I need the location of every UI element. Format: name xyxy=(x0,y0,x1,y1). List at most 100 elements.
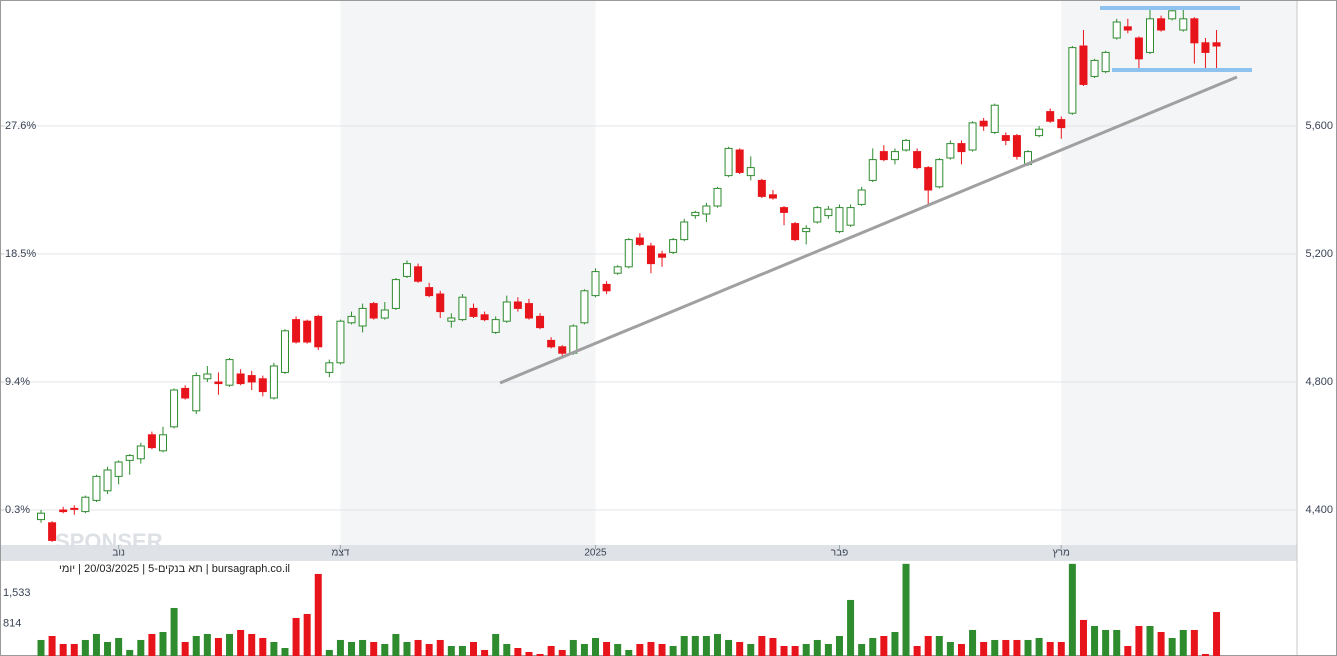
volume-bar xyxy=(835,636,843,656)
candle-body xyxy=(1101,51,1110,73)
candle-body xyxy=(868,159,877,181)
candle-body xyxy=(1090,59,1099,77)
candle-body xyxy=(735,149,744,173)
candle-body xyxy=(1212,42,1221,47)
candle-body xyxy=(1190,18,1199,44)
candle-body xyxy=(613,266,622,274)
volume-bar xyxy=(713,633,721,656)
info-line: bursagraph.co.il | תא בנקים-5 | 20/03/20… xyxy=(59,563,290,575)
volume-bar xyxy=(824,643,832,656)
candle-body xyxy=(436,293,445,313)
candle-body xyxy=(314,315,323,348)
candle-body xyxy=(780,207,789,213)
candle-body xyxy=(1046,111,1055,122)
volume-bar xyxy=(447,646,455,656)
candle-body xyxy=(37,512,45,521)
candle-body xyxy=(425,287,434,297)
volume-bar xyxy=(758,636,766,656)
volume-bar xyxy=(558,649,566,656)
volume-bar xyxy=(580,643,588,656)
volume-bar xyxy=(1179,629,1187,656)
volume-bar xyxy=(957,643,965,656)
candle-body xyxy=(791,223,800,241)
x-tick-label: נוב xyxy=(112,548,125,559)
volume-bar xyxy=(725,639,733,656)
candle-body xyxy=(458,296,467,321)
candle-body xyxy=(502,301,511,322)
volume-bar xyxy=(492,633,500,656)
candle-body xyxy=(236,373,245,385)
volume-bar xyxy=(148,633,156,656)
candle-body xyxy=(913,151,922,169)
candle-body xyxy=(125,455,134,461)
candle-body xyxy=(214,381,223,385)
volume-bar xyxy=(181,641,189,656)
volume-bar xyxy=(436,639,444,656)
candle-body xyxy=(48,522,57,541)
candle-body xyxy=(380,309,389,319)
candle-body xyxy=(336,320,345,364)
candle-body xyxy=(558,346,567,354)
volume-bar xyxy=(946,641,954,656)
candle-body xyxy=(757,179,766,197)
candle-body xyxy=(1112,21,1121,39)
volume-bar xyxy=(747,643,755,656)
candle-body xyxy=(1012,135,1021,157)
volume-bar xyxy=(1146,625,1154,656)
candle-body xyxy=(768,194,777,199)
volume-bar xyxy=(159,631,167,656)
volume-bar xyxy=(603,641,611,656)
candle-body xyxy=(813,207,822,223)
background xyxy=(340,1,1297,545)
volume-bar xyxy=(525,652,533,656)
volume-bar xyxy=(370,641,378,656)
candle-body xyxy=(902,139,911,151)
x-tick-label: מרץ xyxy=(1053,548,1070,559)
volume-bar xyxy=(81,639,89,656)
volume-bar xyxy=(458,646,466,656)
candle-body xyxy=(1146,18,1154,53)
volume-bar xyxy=(192,636,200,656)
y2-tick-label: 0.3% xyxy=(5,504,30,516)
candle-body xyxy=(957,143,966,153)
volume-bar xyxy=(226,633,234,656)
candle-body xyxy=(92,475,101,501)
volume-tick-label: 1,533 xyxy=(3,587,31,599)
candle-body xyxy=(114,461,123,477)
candle-body xyxy=(724,147,733,177)
candle-body xyxy=(447,317,456,322)
candle-body xyxy=(325,362,334,373)
volume-bar xyxy=(1024,639,1032,656)
volume-bar xyxy=(536,653,544,656)
volume-bar xyxy=(1079,619,1087,656)
candle-body xyxy=(303,320,312,343)
volume-bar xyxy=(325,649,333,656)
volume-bar xyxy=(292,617,300,656)
candle-body xyxy=(746,167,755,177)
volume-tick-label: 814 xyxy=(3,618,21,630)
volume-bar xyxy=(847,599,855,656)
volume-bar xyxy=(1057,641,1065,656)
candle-body xyxy=(170,389,179,428)
volume-bar xyxy=(48,636,56,656)
volume-bar xyxy=(92,633,100,656)
volume-bar xyxy=(1190,629,1198,656)
volume-bar xyxy=(37,639,45,656)
watermark: SPONSER xyxy=(55,529,163,554)
volume-bar xyxy=(569,639,577,656)
volume-bar xyxy=(1213,611,1221,656)
volume-bar xyxy=(813,639,821,656)
candle-body xyxy=(1168,10,1177,20)
candle-body xyxy=(369,303,378,319)
trend-line xyxy=(499,75,1238,385)
candle-body xyxy=(680,221,689,241)
volume-bar xyxy=(1035,637,1043,656)
volume-bar xyxy=(869,637,877,656)
volume-bar xyxy=(1113,629,1121,656)
volume-bar xyxy=(203,633,211,656)
volume-bar xyxy=(647,641,655,656)
candle-body xyxy=(391,279,400,309)
candle-body xyxy=(269,365,278,399)
y2-tick-label: 27.6% xyxy=(5,120,36,132)
volume-bar xyxy=(969,629,977,656)
